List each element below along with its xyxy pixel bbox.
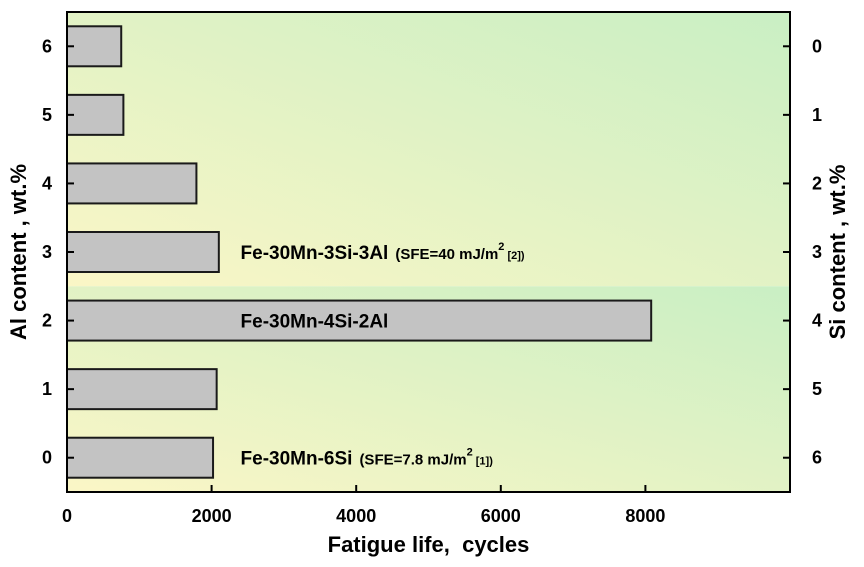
bar-annotation: Fe-30Mn-3Si-3Al (SFE=40 mJ/m2 [2]) bbox=[241, 241, 525, 264]
y-tick-label-left: 1 bbox=[42, 379, 52, 399]
x-tick-label: 6000 bbox=[481, 506, 521, 526]
bar-0 bbox=[66, 436, 215, 479]
bar-4 bbox=[66, 162, 198, 205]
bar-annotation: Fe-30Mn-4Si-2Al bbox=[241, 312, 389, 333]
x-tick-label: 2000 bbox=[192, 506, 232, 526]
y-tick-label-right: 3 bbox=[812, 242, 822, 262]
bar-6 bbox=[66, 25, 123, 68]
bar-3 bbox=[66, 231, 220, 273]
bar-5 bbox=[66, 93, 125, 136]
x-tick-label: 0 bbox=[62, 506, 72, 526]
x-tick-label: 4000 bbox=[336, 506, 376, 526]
y-tick-label-right: 1 bbox=[812, 105, 822, 125]
tick-layer: 0 6 1 5 2 4 3 3 4 2 5 1 6 0 0 2000 4000 6000 8000 bbox=[42, 36, 822, 526]
annotation-layer: Fe-30Mn-3Si-3Al (SFE=40 mJ/m2 [2]) Fe-30Mn… bbox=[241, 241, 525, 470]
y-tick-label-left: 6 bbox=[42, 36, 52, 56]
y-tick-label-left: 5 bbox=[42, 105, 52, 125]
y-tick-label-right: 6 bbox=[812, 448, 822, 468]
bar-1 bbox=[66, 368, 218, 411]
y-tick-label-right: 2 bbox=[812, 173, 822, 193]
y-tick-label-left: 3 bbox=[42, 242, 52, 262]
bar-annotation: Fe-30Mn-6Si (SFE=7.8 mJ/m2 [1]) bbox=[241, 447, 494, 470]
y-tick-label-left: 4 bbox=[42, 173, 52, 193]
x-tick-label: 8000 bbox=[625, 506, 665, 526]
y-tick-label-right: 5 bbox=[812, 379, 822, 399]
y-axis-title-right: Si content , wt.% bbox=[825, 165, 850, 340]
y-tick-label-left: 2 bbox=[42, 311, 52, 331]
y-tick-label-left: 0 bbox=[42, 448, 52, 468]
y-axis-title-left: Al content , wt.% bbox=[6, 164, 31, 340]
bar-2 bbox=[66, 299, 653, 342]
bar-layer bbox=[66, 25, 653, 479]
x-axis-title: Fatigue life, cycles bbox=[328, 532, 530, 557]
y-tick-label-right: 0 bbox=[812, 36, 822, 56]
y-tick-label-right: 4 bbox=[812, 311, 822, 331]
